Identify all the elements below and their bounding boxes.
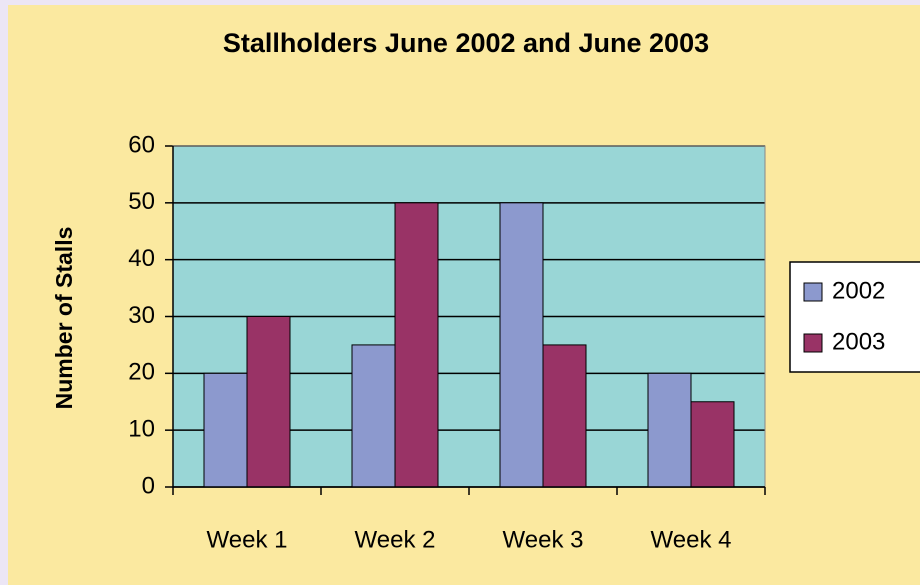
y-axis-label: Number of Stalls [51,227,77,410]
y-tick-label: 0 [142,472,155,499]
legend-box [789,261,920,373]
x-tick-label: Week 4 [651,526,732,553]
chart-title: Stallholders June 2002 and June 2003 [223,28,709,58]
x-tick-label: Week 1 [207,526,288,553]
y-tick-label: 30 [128,302,155,329]
y-tick-label: 40 [128,245,155,272]
legend-swatch [803,333,823,353]
bar [499,202,544,488]
y-tick-label: 50 [128,188,155,215]
x-tick-label: Week 3 [503,526,584,553]
y-tick-label: 10 [128,416,155,443]
legend-label: 2003 [832,328,885,355]
bar [246,316,291,488]
bar [203,372,248,488]
bar [394,202,439,488]
bar [647,372,692,488]
y-tick-label: 60 [128,131,155,158]
legend-swatch [803,282,823,302]
bar [690,401,735,488]
y-tick-label: 20 [128,359,155,386]
x-tick-label: Week 2 [355,526,436,553]
bar [542,344,587,488]
bar [351,344,396,488]
legend-label: 2002 [832,277,885,304]
